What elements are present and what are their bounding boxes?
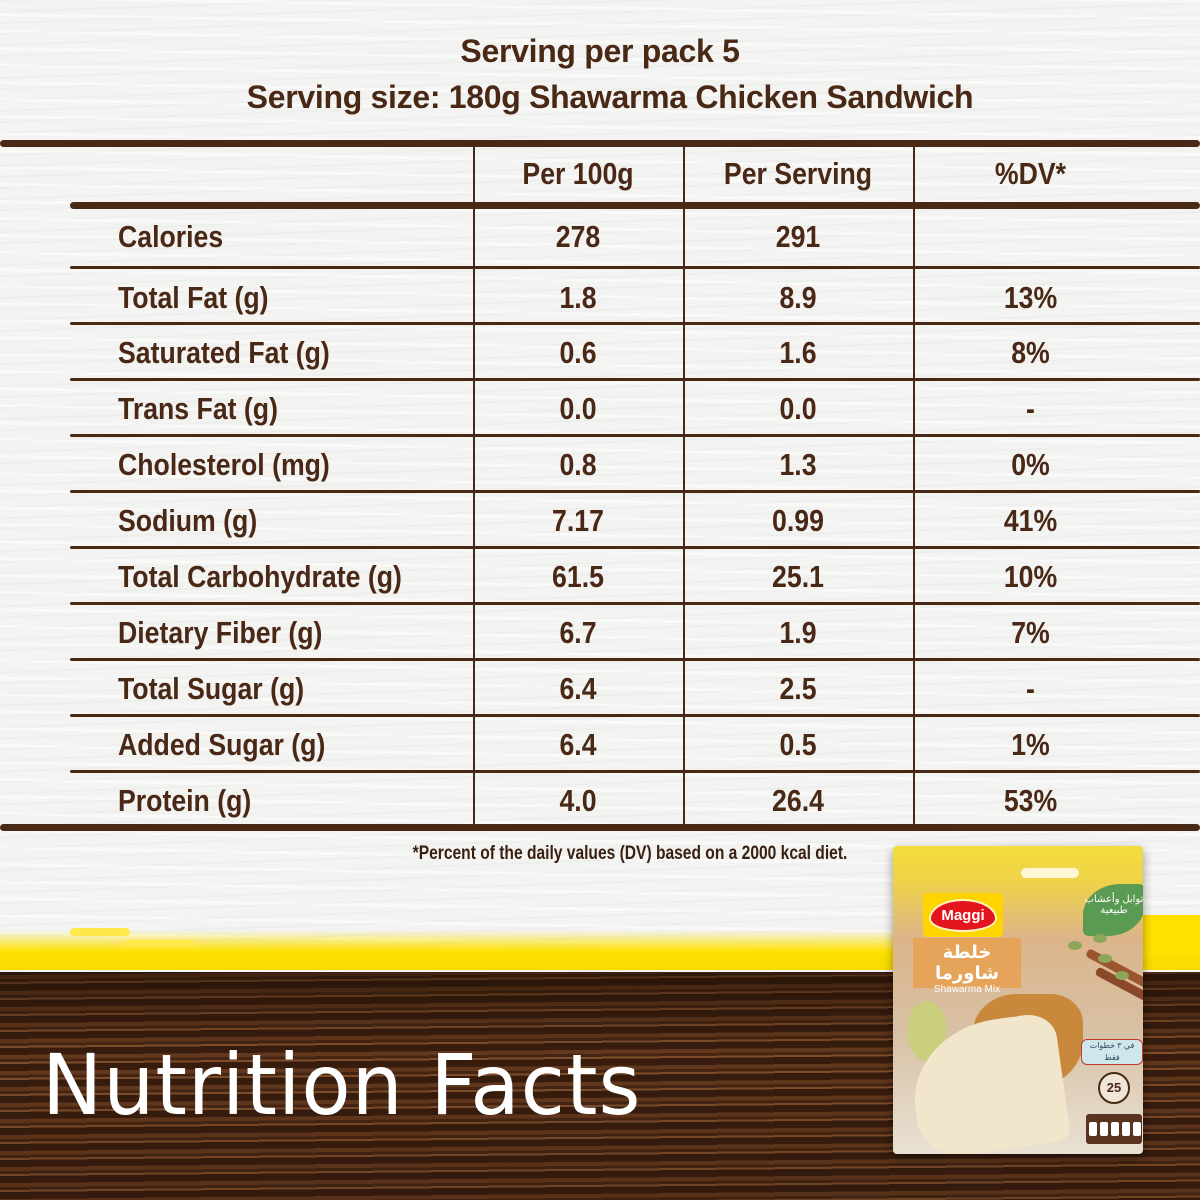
per-serving-value: 25.1 xyxy=(772,559,824,594)
ready-time-badge: 25 xyxy=(1098,1072,1130,1104)
per-serving-value: 291 xyxy=(775,219,821,254)
row-rule xyxy=(70,658,1200,661)
brand-name: Maggi xyxy=(929,898,997,932)
product-name-english: Shawarma Mix xyxy=(933,984,1001,995)
per-100g-value: 0.6 xyxy=(559,335,597,370)
row-rule xyxy=(70,546,1200,549)
column-header-per-serving: Per Serving xyxy=(723,156,873,191)
row-rule xyxy=(70,490,1200,493)
nutrition-facts-title: Nutrition Facts xyxy=(42,1036,642,1134)
table-row: Dietary Fiber (g) 6.7 1.9 7% xyxy=(70,605,1200,661)
table-row: Cholesterol (mg) 0.8 1.3 0% xyxy=(70,437,1200,493)
table-row: Trans Fat (g) 0.0 0.0 - xyxy=(70,381,1200,437)
dv-value: 10% xyxy=(1003,559,1058,594)
table-row: Total Sugar (g) 6.4 2.5 - xyxy=(70,661,1200,717)
header-bottom-rule xyxy=(70,202,1200,209)
maggi-logo: Maggi xyxy=(923,893,1003,937)
dv-value: - xyxy=(1026,671,1035,706)
table-top-rule xyxy=(0,140,1200,147)
row-rule xyxy=(70,322,1200,325)
per-serving-value: 1.6 xyxy=(779,335,817,370)
nutrient-label: Total Carbohydrate (g) xyxy=(118,559,402,594)
nutrient-label: Total Sugar (g) xyxy=(118,671,305,706)
table-row: Total Carbohydrate (g) 61.5 25.1 10% xyxy=(70,549,1200,605)
per-100g-value: 0.8 xyxy=(559,447,597,482)
dv-value: 7% xyxy=(1011,615,1050,650)
per-serving-value: 1.9 xyxy=(779,615,817,650)
nutrient-label: Dietary Fiber (g) xyxy=(118,615,323,650)
per-serving-value: 0.5 xyxy=(779,727,817,762)
dv-value: 8% xyxy=(1011,335,1050,370)
dv-value: 1% xyxy=(1011,727,1050,762)
per-serving-value: 1.3 xyxy=(779,447,817,482)
nutrient-label: Sodium (g) xyxy=(118,503,258,538)
row-rule xyxy=(70,714,1200,717)
nutrient-label: Saturated Fat (g) xyxy=(118,335,330,370)
serving-header: Serving per pack 5 Serving size: 180g Sh… xyxy=(0,28,1200,120)
table-row: Added Sugar (g) 6.4 0.5 1% xyxy=(70,717,1200,773)
dv-footnote: *Percent of the daily values (DV) based … xyxy=(412,843,848,864)
table-bottom-rule xyxy=(0,824,1200,831)
nutrient-label: Added Sugar (g) xyxy=(118,727,326,762)
row-rule xyxy=(70,266,1200,269)
per-100g-value: 278 xyxy=(555,219,601,254)
table-row: Saturated Fat (g) 0.6 1.6 8% xyxy=(70,325,1200,381)
column-header-per-100g: Per 100g xyxy=(522,156,634,191)
per-100g-value: 4.0 xyxy=(559,783,597,818)
gda-nutrition-icons xyxy=(1086,1114,1142,1144)
hang-hole xyxy=(1021,868,1079,878)
nutrient-label: Cholesterol (mg) xyxy=(118,447,330,482)
nutrient-label: Total Fat (g) xyxy=(118,280,269,315)
column-header-dv: %DV* xyxy=(994,156,1067,191)
per-serving-value: 8.9 xyxy=(779,280,817,315)
product-name-arabic: خلطة شاورما xyxy=(935,942,999,983)
cardamom-icon xyxy=(1098,954,1112,963)
product-package-image: Maggi توابل وأعشاب طبيعية خلطة شاورما Sh… xyxy=(893,846,1143,1154)
per-serving-value: 26.4 xyxy=(772,783,824,818)
dv-value: 13% xyxy=(1003,280,1058,315)
dv-value: 53% xyxy=(1003,783,1058,818)
table-row: Total Fat (g) 1.8 8.9 13% xyxy=(70,270,1200,326)
table-header-row: Per 100g Per Serving %DV* xyxy=(70,146,1200,202)
row-rule xyxy=(70,602,1200,605)
nutrition-table: Per 100g Per Serving %DV* Calories 278 2… xyxy=(0,140,1200,831)
nutrient-label: Calories xyxy=(118,219,224,254)
row-rule xyxy=(70,378,1200,381)
dv-value: 0% xyxy=(1011,447,1050,482)
per-100g-value: 0.0 xyxy=(559,391,597,426)
three-steps-badge: في ٣ خطوات فقط xyxy=(1081,1039,1143,1065)
per-serving-value: 0.99 xyxy=(772,503,824,538)
table-row: Sodium (g) 7.17 0.99 41% xyxy=(70,493,1200,549)
nutrient-label: Protein (g) xyxy=(118,783,252,818)
table-row: Protein (g) 4.0 26.4 53% xyxy=(70,773,1200,829)
per-100g-value: 6.4 xyxy=(559,727,597,762)
dv-value: - xyxy=(1026,391,1035,426)
per-serving-value: 0.0 xyxy=(779,391,817,426)
cardamom-icon xyxy=(1068,941,1082,950)
row-rule xyxy=(70,770,1200,773)
per-100g-value: 1.8 xyxy=(559,280,597,315)
per-100g-value: 61.5 xyxy=(552,559,604,594)
table-row: Calories 278 291 xyxy=(70,209,1200,265)
dv-value: 41% xyxy=(1003,503,1058,538)
cardamom-icon xyxy=(1115,971,1129,980)
serving-size: Serving size: 180g Shawarma Chicken Sand… xyxy=(246,79,974,115)
nutrient-label: Trans Fat (g) xyxy=(118,391,278,426)
cardamom-icon xyxy=(1093,934,1107,943)
row-rule xyxy=(70,434,1200,437)
per-serving-value: 2.5 xyxy=(779,671,817,706)
product-name-banner: خلطة شاورما Shawarma Mix xyxy=(913,938,1021,995)
column-divider xyxy=(683,140,685,830)
column-divider xyxy=(473,140,475,830)
column-divider xyxy=(913,140,915,830)
natural-spices-leaf-badge: توابل وأعشاب طبيعية xyxy=(1083,884,1143,936)
yellow-paint-splash xyxy=(125,940,195,947)
servings-per-pack: Serving per pack 5 xyxy=(460,33,740,69)
per-100g-value: 6.4 xyxy=(559,671,597,706)
per-100g-value: 7.17 xyxy=(552,503,604,538)
yellow-paint-splash xyxy=(70,928,130,936)
per-100g-value: 6.7 xyxy=(559,615,597,650)
